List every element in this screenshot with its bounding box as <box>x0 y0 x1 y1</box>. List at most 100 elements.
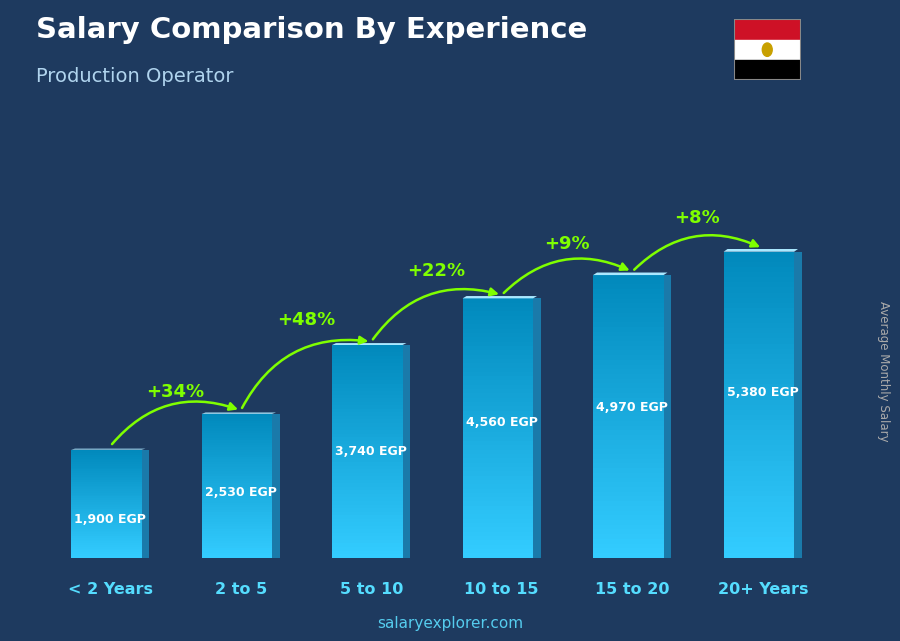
Bar <box>332 497 402 501</box>
Bar <box>202 517 272 519</box>
Bar <box>202 536 272 538</box>
Bar <box>724 425 794 430</box>
Polygon shape <box>463 296 537 298</box>
Bar <box>202 481 272 483</box>
Bar <box>593 388 663 393</box>
Bar <box>272 414 280 558</box>
Bar <box>794 252 802 558</box>
Bar <box>71 478 141 480</box>
Bar <box>724 399 794 404</box>
Bar <box>463 463 533 467</box>
Bar <box>71 466 141 468</box>
Bar <box>593 454 663 459</box>
Bar <box>463 476 533 480</box>
Bar <box>463 389 533 394</box>
Bar <box>463 441 533 445</box>
Bar <box>202 447 272 450</box>
Bar <box>71 471 141 473</box>
Bar <box>463 329 533 333</box>
Bar <box>724 267 794 272</box>
Bar <box>71 477 141 478</box>
Bar <box>724 456 794 461</box>
Bar <box>593 529 663 534</box>
Bar <box>332 504 402 508</box>
Bar <box>202 460 272 462</box>
Bar <box>332 349 402 352</box>
Bar <box>593 303 663 308</box>
Bar <box>332 490 402 494</box>
Bar <box>332 512 402 515</box>
Text: < 2 Years: < 2 Years <box>68 582 153 597</box>
Bar <box>593 445 663 449</box>
Bar <box>332 554 402 558</box>
Bar <box>332 388 402 391</box>
Bar <box>332 462 402 465</box>
Polygon shape <box>332 343 407 345</box>
Bar <box>593 317 663 322</box>
Bar <box>71 545 141 547</box>
Bar <box>463 342 533 346</box>
Bar <box>593 478 663 482</box>
Bar <box>593 331 663 337</box>
Bar <box>593 345 663 351</box>
Bar <box>71 493 141 495</box>
Bar <box>202 529 272 531</box>
Bar <box>332 412 402 416</box>
Bar <box>724 532 794 537</box>
Bar <box>202 467 272 469</box>
Bar <box>724 476 794 481</box>
Bar <box>593 539 663 544</box>
Text: Average Monthly Salary: Average Monthly Salary <box>878 301 890 442</box>
Bar <box>202 428 272 431</box>
Bar <box>202 416 272 419</box>
Bar <box>202 421 272 424</box>
Bar <box>724 553 794 558</box>
Bar <box>593 463 663 468</box>
Bar <box>332 373 402 377</box>
Bar <box>724 547 794 553</box>
Bar <box>332 381 402 384</box>
Bar <box>724 527 794 532</box>
Bar <box>332 363 402 366</box>
Bar <box>593 482 663 487</box>
Bar <box>533 298 541 558</box>
Bar <box>202 479 272 481</box>
Bar <box>593 322 663 327</box>
Bar <box>463 497 533 501</box>
Text: +8%: +8% <box>675 209 720 227</box>
Bar <box>202 531 272 534</box>
Bar <box>71 529 141 531</box>
Bar <box>463 501 533 506</box>
Bar <box>463 536 533 540</box>
Bar <box>71 542 141 544</box>
Bar <box>71 549 141 551</box>
Bar <box>202 424 272 426</box>
Bar <box>202 471 272 474</box>
Text: Salary Comparison By Experience: Salary Comparison By Experience <box>36 16 587 44</box>
Bar <box>724 522 794 527</box>
Bar <box>724 420 794 425</box>
Bar <box>332 479 402 483</box>
Bar <box>332 391 402 395</box>
Bar <box>202 519 272 522</box>
Bar <box>463 367 533 372</box>
Bar <box>332 501 402 504</box>
Bar <box>202 541 272 544</box>
Bar <box>593 534 663 539</box>
Bar <box>202 414 272 416</box>
Bar <box>724 328 794 333</box>
Bar <box>202 419 272 421</box>
Bar <box>724 404 794 410</box>
Bar <box>593 327 663 331</box>
Bar <box>332 370 402 373</box>
Text: 5,380 EGP: 5,380 EGP <box>727 386 798 399</box>
Bar <box>71 547 141 549</box>
Bar <box>202 490 272 493</box>
Bar <box>593 365 663 369</box>
Bar <box>71 473 141 475</box>
Bar <box>332 352 402 356</box>
Bar <box>593 308 663 313</box>
Bar <box>724 492 794 497</box>
Bar <box>202 486 272 488</box>
Bar <box>463 480 533 484</box>
